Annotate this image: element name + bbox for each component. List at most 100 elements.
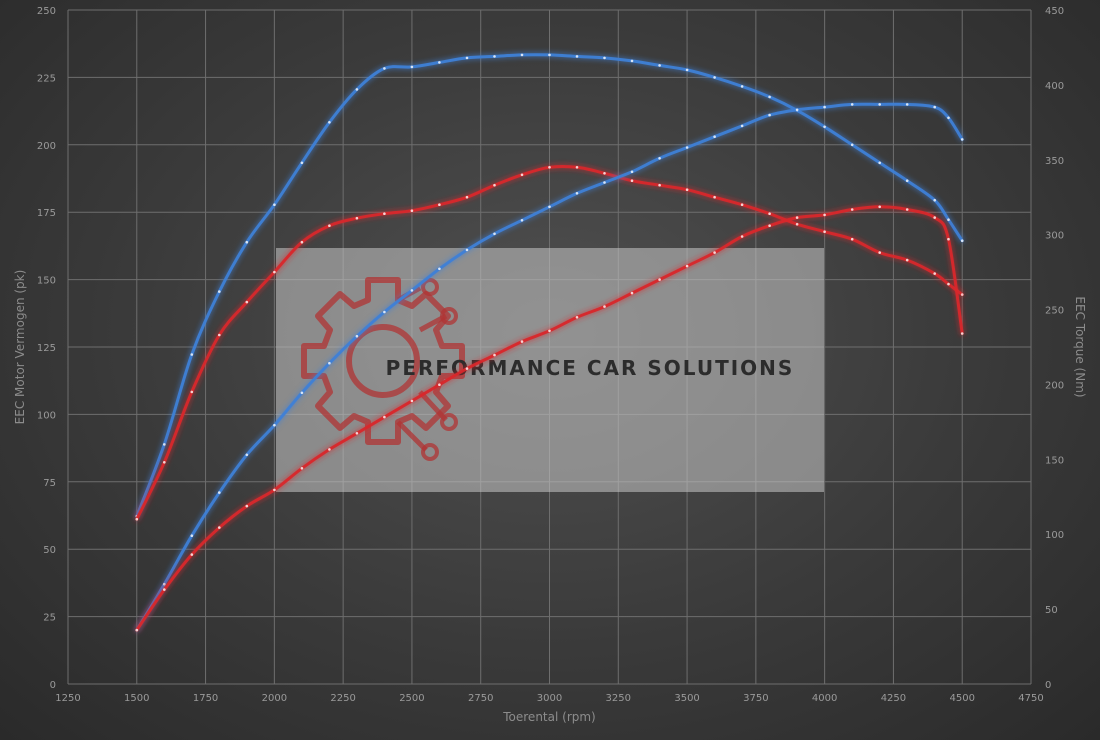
data-point <box>548 205 551 209</box>
data-point <box>218 333 221 337</box>
data-point <box>438 383 441 387</box>
data-point <box>328 224 331 227</box>
data-point <box>575 192 579 195</box>
data-point <box>520 53 524 57</box>
x-tick-label: 4500 <box>949 693 974 704</box>
data-point <box>905 179 909 182</box>
data-point <box>630 170 634 174</box>
data-point <box>383 415 386 419</box>
data-point <box>740 235 744 238</box>
data-point <box>713 76 716 79</box>
data-point <box>190 553 194 556</box>
data-point <box>685 188 689 191</box>
x-tick-label: 2750 <box>468 693 493 704</box>
data-point <box>878 103 881 106</box>
series-line-tuned-power <box>135 102 964 632</box>
x-tick-label: 3500 <box>674 693 699 704</box>
y-tick-label: 75 <box>43 478 56 489</box>
data-point <box>603 181 606 184</box>
data-point <box>520 173 524 177</box>
data-point <box>135 628 139 632</box>
data-point <box>328 121 331 124</box>
x-axis-title: Toerental (rpm) <box>502 710 595 724</box>
data-point <box>355 216 359 220</box>
data-point <box>768 95 771 99</box>
data-point <box>163 443 166 446</box>
data-point <box>823 125 826 129</box>
data-point <box>795 108 799 112</box>
data-point <box>878 161 881 165</box>
data-point <box>328 448 331 451</box>
series-tuned-power <box>135 102 964 632</box>
data-point <box>218 290 221 293</box>
data-point <box>575 316 579 319</box>
data-point <box>190 390 194 394</box>
data-point <box>245 504 249 508</box>
grid-lines <box>67 9 1032 685</box>
x-tick-label: 2500 <box>399 693 424 704</box>
data-point <box>300 161 304 165</box>
data-point <box>795 216 799 219</box>
data-point <box>823 105 826 109</box>
data-point <box>960 239 964 242</box>
data-point <box>947 116 950 120</box>
data-point <box>245 453 249 457</box>
y2-tick-label: 50 <box>1045 605 1058 616</box>
y-axis-title: EEC Motor Vermogen (pk) <box>13 270 27 425</box>
x-tick-label: 4250 <box>881 693 906 704</box>
data-point <box>355 88 359 91</box>
watermark-text: PERFORMANCE CAR SOLUTIONS <box>386 356 795 380</box>
data-point <box>245 300 249 304</box>
data-point <box>465 248 469 252</box>
data-point <box>218 491 221 494</box>
data-point <box>947 237 950 241</box>
data-point <box>850 237 854 241</box>
data-point <box>520 340 524 343</box>
data-point <box>947 218 950 221</box>
data-point <box>947 282 950 286</box>
data-point <box>190 534 194 537</box>
data-point <box>520 219 524 222</box>
x-tick-label: 4750 <box>1018 693 1043 704</box>
x-tick-label: 4000 <box>812 693 837 704</box>
data-point <box>878 251 881 254</box>
data-point <box>713 251 716 254</box>
data-point <box>135 517 139 521</box>
x-tick-label: 2000 <box>262 693 287 704</box>
data-point <box>245 240 249 244</box>
data-point <box>383 212 386 215</box>
y2-tick-label: 350 <box>1045 156 1064 167</box>
data-point <box>685 146 689 149</box>
data-point <box>905 208 909 211</box>
data-point <box>548 53 551 57</box>
data-point <box>273 423 276 427</box>
data-point <box>273 203 276 206</box>
data-point <box>713 135 716 138</box>
data-point <box>218 526 221 529</box>
x-tick-label: 1750 <box>193 693 218 704</box>
y-tick-label: 200 <box>37 141 56 152</box>
y2-tick-label: 150 <box>1045 455 1064 466</box>
data-point <box>190 353 194 356</box>
data-point <box>740 85 744 88</box>
data-point <box>933 216 936 219</box>
data-point <box>575 55 579 58</box>
data-point <box>685 264 689 268</box>
data-point <box>493 232 496 236</box>
y-tick-label: 250 <box>37 6 56 17</box>
data-point <box>630 59 634 63</box>
data-point <box>905 103 909 106</box>
y-tick-label: 175 <box>37 208 56 219</box>
data-point <box>410 399 414 403</box>
series-stock-torque <box>135 164 964 521</box>
chart-series <box>135 53 964 632</box>
data-point <box>960 293 964 296</box>
data-point <box>383 310 386 314</box>
x-tick-label: 3250 <box>606 693 631 704</box>
series-stock-power <box>135 205 964 632</box>
x-tick-label: 1250 <box>55 693 80 704</box>
data-point <box>575 166 579 169</box>
x-tick-label: 1500 <box>124 693 149 704</box>
data-point <box>410 65 414 69</box>
data-point <box>740 124 744 128</box>
